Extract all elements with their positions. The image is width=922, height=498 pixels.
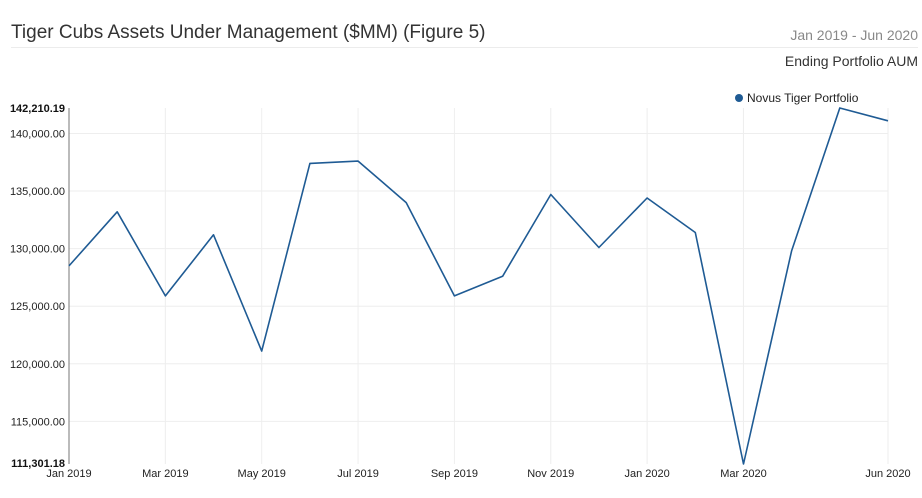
legend[interactable]: Novus Tiger Portfolio	[735, 91, 858, 105]
x-tick-label: Sep 2019	[431, 468, 478, 480]
legend-marker	[735, 94, 743, 102]
chart-subtitle: Ending Portfolio AUM	[784, 53, 918, 69]
y-tick-label: 120,000.00	[10, 359, 65, 371]
chart-title: Tiger Cubs Assets Under Management ($MM)…	[11, 22, 486, 43]
x-tick-label: Mar 2019	[142, 468, 188, 480]
x-tick-label: Mar 2020	[720, 468, 766, 480]
date-range-label: Jan 2019 - Jun 2020	[790, 27, 918, 43]
y-min-label: 111,301.18	[11, 458, 65, 470]
y-tick-label: 135,000.00	[10, 186, 65, 198]
y-tick-label: 125,000.00	[10, 301, 65, 313]
y-max-label: 142,210.19	[10, 103, 65, 115]
x-tick-label: Jul 2019	[337, 468, 379, 480]
series-line-novus-tiger-portfolio	[68, 107, 889, 465]
y-tick-label: 140,000.00	[10, 128, 65, 140]
x-tick-label: Jun 2020	[865, 468, 910, 480]
legend-label: Novus Tiger Portfolio	[747, 91, 859, 105]
y-tick-label: 115,000.00	[11, 416, 65, 428]
x-tick-label: Jan 2019	[46, 468, 91, 480]
x-tick-label: Jan 2020	[624, 468, 669, 480]
x-tick-label: Nov 2019	[527, 468, 574, 480]
header-divider	[11, 47, 918, 48]
y-tick-label: 130,000.00	[10, 244, 65, 256]
x-tick-label: May 2019	[238, 468, 286, 480]
